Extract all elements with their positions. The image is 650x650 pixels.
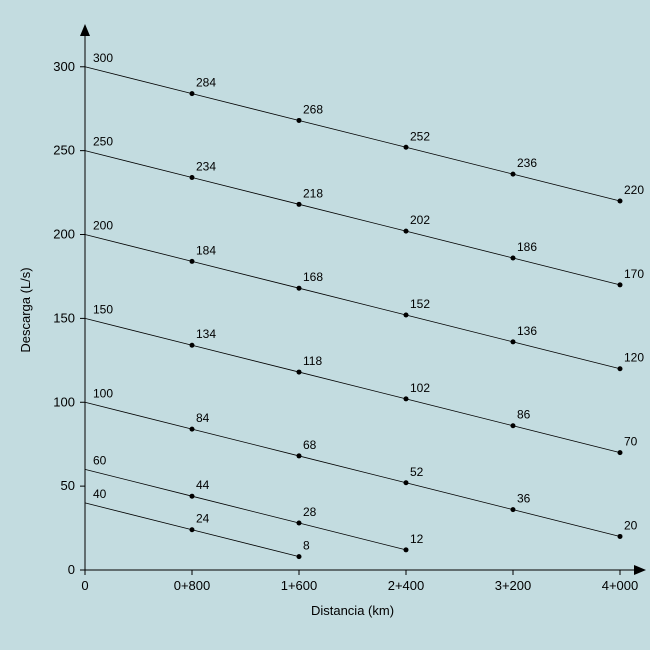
data-point — [190, 494, 195, 499]
point-label: 234 — [196, 159, 216, 173]
point-label: 8 — [303, 539, 310, 553]
point-label: 218 — [303, 186, 323, 200]
point-label: 268 — [303, 102, 323, 116]
point-label: 36 — [517, 492, 531, 506]
series-start-label: 250 — [93, 135, 113, 149]
data-point — [404, 229, 409, 234]
y-tick-label: 200 — [53, 227, 75, 242]
point-label: 168 — [303, 270, 323, 284]
data-point — [404, 145, 409, 150]
data-point — [297, 286, 302, 291]
y-tick-label: 50 — [61, 478, 75, 493]
point-label: 20 — [624, 518, 638, 532]
y-tick-label: 250 — [53, 143, 75, 158]
y-tick-label: 100 — [53, 394, 75, 409]
point-label: 152 — [410, 297, 430, 311]
data-point — [190, 175, 195, 180]
point-label: 12 — [410, 532, 424, 546]
series-start-label: 200 — [93, 219, 113, 233]
data-point — [297, 521, 302, 526]
data-point — [297, 453, 302, 458]
series-start-label: 40 — [93, 487, 107, 501]
point-label: 52 — [410, 465, 424, 479]
point-label: 184 — [196, 243, 216, 257]
point-label: 284 — [196, 76, 216, 90]
data-point — [404, 480, 409, 485]
data-point — [618, 198, 623, 203]
data-point — [618, 282, 623, 287]
data-point — [618, 366, 623, 371]
point-label: 170 — [624, 267, 644, 281]
series-start-label: 100 — [93, 386, 113, 400]
x-tick-label: 2+400 — [388, 578, 425, 593]
data-point — [190, 343, 195, 348]
series-start-label: 150 — [93, 302, 113, 316]
data-point — [297, 118, 302, 123]
point-label: 236 — [517, 156, 537, 170]
data-point — [404, 547, 409, 552]
point-label: 220 — [624, 183, 644, 197]
y-tick-label: 150 — [53, 310, 75, 325]
data-point — [190, 527, 195, 532]
point-label: 28 — [303, 505, 317, 519]
data-point — [404, 396, 409, 401]
series-start-label: 300 — [93, 51, 113, 65]
data-point — [511, 339, 516, 344]
x-tick-label: 0+800 — [174, 578, 211, 593]
point-label: 118 — [303, 354, 322, 368]
data-point — [297, 554, 302, 559]
data-point — [190, 427, 195, 432]
point-label: 84 — [196, 411, 210, 425]
x-tick-label: 4+000 — [602, 578, 639, 593]
data-point — [618, 450, 623, 455]
point-label: 136 — [517, 324, 537, 338]
data-point — [511, 256, 516, 261]
point-label: 202 — [410, 213, 430, 227]
y-tick-label: 300 — [53, 59, 75, 74]
data-point — [511, 507, 516, 512]
data-point — [511, 172, 516, 177]
y-tick-label: 0 — [68, 562, 75, 577]
data-point — [618, 534, 623, 539]
point-label: 24 — [196, 512, 210, 526]
x-axis-label: Distancia (km) — [311, 603, 394, 618]
point-label: 186 — [517, 240, 537, 254]
point-label: 70 — [624, 435, 638, 449]
point-label: 120 — [624, 351, 644, 365]
x-tick-label: 3+200 — [495, 578, 532, 593]
data-point — [511, 423, 516, 428]
data-point — [190, 259, 195, 264]
chart-svg: 0 50 100 150 200 250 300 0 0+800 1+600 2+400 3+200 4… — [0, 0, 650, 650]
data-point — [297, 370, 302, 375]
point-label: 252 — [410, 129, 430, 143]
data-point — [190, 91, 195, 96]
point-label: 86 — [517, 408, 531, 422]
data-point — [297, 202, 302, 207]
point-label: 102 — [410, 381, 430, 395]
y-axis-label: Descarga (L/s) — [18, 267, 33, 352]
x-tick-label: 1+600 — [281, 578, 318, 593]
discharge-distance-chart: 0 50 100 150 200 250 300 0 0+800 1+600 2+400 3+200 4… — [0, 0, 650, 650]
series-start-label: 60 — [93, 453, 107, 467]
data-point — [404, 313, 409, 318]
point-label: 68 — [303, 438, 317, 452]
point-label: 134 — [196, 327, 216, 341]
point-label: 44 — [196, 478, 210, 492]
x-tick-label: 0 — [81, 578, 88, 593]
